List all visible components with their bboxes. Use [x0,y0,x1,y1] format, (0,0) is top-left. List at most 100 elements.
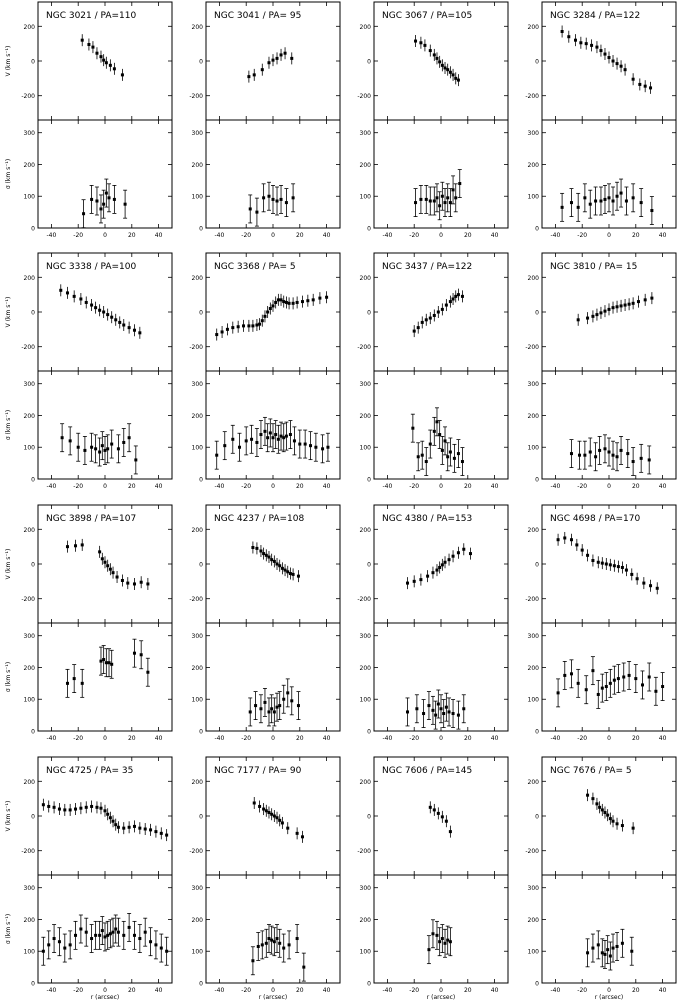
velocity-point [432,808,436,812]
dispersion-point [619,448,623,452]
dispersion-point [583,453,587,457]
dispersion-point [94,933,98,937]
velocity-point [242,324,246,328]
r-tick-label: -40 [46,735,56,742]
velocity-point [586,316,590,320]
dispersion-point [267,194,271,198]
velocity-point [598,805,602,809]
dispersion-point [100,444,104,448]
velocity-point [591,797,595,801]
velocity-point [432,53,436,57]
velocity-point [132,582,136,586]
dispersion-point [116,930,120,934]
sigma-tick-label: 100 [24,949,36,956]
velocity-point [591,314,595,318]
panel-title: NGC 3898 / PA=107 [46,514,136,524]
dispersion-point [138,937,142,941]
velocity-point [59,288,63,292]
dispersion-point [586,951,590,955]
velocity-point [454,294,458,298]
velocity-point [90,804,94,808]
velocity-point [440,815,444,819]
sigma-tick-label: 100 [24,445,36,452]
r-tick-label: 0 [607,483,611,490]
velocity-point [271,304,275,308]
r-tick-label: -20 [73,232,83,239]
velocity-point [428,805,432,809]
velocity-point [114,318,118,322]
sigma-tick-label: 0 [367,226,371,233]
velocity-point [567,35,571,39]
velocity-point [98,550,102,554]
r-tick-label: 20 [128,232,136,239]
velocity-point [41,803,45,807]
velocity-point [264,809,268,813]
dispersion-point [288,433,292,437]
velocity-point [296,574,300,578]
velocity-point [412,579,416,583]
velocity-point [102,58,106,62]
sigma-tick-label: 0 [31,981,35,988]
velocity-point [262,807,266,811]
sigma-tick-label: 0 [31,226,35,233]
velocity-point [122,826,126,830]
velocity-point [112,67,116,71]
dispersion-point [438,940,442,944]
sigma-tick-label: 300 [192,885,204,892]
velocity-point [52,805,56,809]
r-tick-label: 20 [128,735,136,742]
velocity-point [106,564,110,568]
velocity-point [440,63,444,67]
dispersion-point [267,937,271,941]
r-tick-label: 0 [607,987,611,994]
velocity-point [611,819,615,823]
velocity-point [286,570,290,574]
r-tick-label: 20 [632,735,640,742]
velocity-point [120,578,124,582]
velocity-point [460,294,464,298]
velocity-point [563,536,567,540]
velocity-point [270,812,274,816]
dispersion-point [603,447,607,451]
dispersion-point [68,943,72,947]
dispersion-point [560,205,564,209]
velocity-point [284,300,288,304]
velocity-point [111,819,115,823]
dispersion-point [248,710,252,714]
dispersion-point [104,661,108,665]
r-tick-label: 40 [491,735,499,742]
velocity-point [68,808,72,812]
r-axis-label: r (arcsec) [91,994,119,1001]
dispersion-point [309,444,313,448]
dispersion-point [456,713,460,717]
dispersion-point [84,930,88,934]
velocity-point [443,66,447,70]
r-tick-label: 0 [271,483,275,490]
velocity-point [283,568,287,572]
dispersion-point [279,434,283,438]
velocity-point [251,324,255,328]
velocity-point [575,543,579,547]
sigma-tick-label: 300 [192,381,204,388]
v-tick-label: 200 [192,24,204,31]
velocity-point [252,73,256,77]
velocity-point [438,565,442,569]
v-tick-label: 0 [199,814,203,821]
velocity-point [584,42,588,46]
dispersion-point [443,201,447,205]
dispersion-point [556,691,560,695]
velocity-point [272,814,276,818]
velocity-point [432,313,436,317]
dispersion-point [436,702,440,706]
velocity-point [600,808,604,812]
velocity-point [406,581,409,585]
dispersion-point [569,672,573,676]
velocity-point [448,830,452,834]
dispersion-point [274,433,278,437]
dispersion-point [215,453,219,457]
v-tick-label: 0 [367,562,371,569]
v-tick-label: 200 [24,779,36,786]
dispersion-point [603,952,607,956]
r-tick-label: 40 [659,987,667,994]
velocity-point [586,553,590,557]
